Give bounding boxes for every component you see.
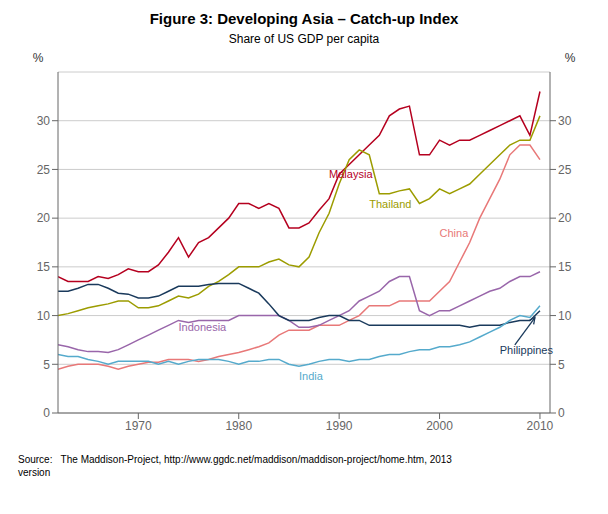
svg-text:20: 20 — [37, 211, 51, 225]
svg-text:2000: 2000 — [426, 419, 453, 433]
svg-text:25: 25 — [37, 163, 51, 177]
html-text:version: version — [18, 467, 51, 478]
svg-text:Philippines: Philippines — [500, 344, 554, 356]
svg-text:30: 30 — [37, 114, 51, 128]
svg-text:25: 25 — [558, 163, 572, 177]
html-text:Source: The Maddison-Project,: Source: The Maddison-Project, http://www… — [18, 454, 452, 465]
svg-text:%: % — [33, 51, 44, 65]
html-text:Figure 3: Developing Asia – Ca: Figure 3: Developing Asia – Catch-up Ind… — [149, 10, 459, 27]
svg-text:15: 15 — [558, 260, 572, 274]
svg-text:20: 20 — [558, 211, 572, 225]
svg-text:1990: 1990 — [326, 419, 353, 433]
svg-text:1980: 1980 — [225, 419, 252, 433]
svg-text:30: 30 — [558, 114, 572, 128]
svg-text:%: % — [565, 51, 576, 65]
svg-text:5: 5 — [43, 358, 50, 372]
svg-text:5: 5 — [558, 358, 565, 372]
svg-text:China: China — [440, 227, 470, 239]
svg-text:10: 10 — [37, 309, 51, 323]
svg-text:2010: 2010 — [527, 419, 554, 433]
html-text:Share of US GDP per capita: Share of US GDP per capita — [228, 32, 380, 46]
svg-text:0: 0 — [558, 406, 565, 420]
svg-text:0: 0 — [43, 406, 50, 420]
svg-text:India: India — [299, 370, 324, 382]
svg-text:Indonesia: Indonesia — [178, 321, 227, 333]
svg-text:1970: 1970 — [125, 419, 152, 433]
svg-text:Thailand: Thailand — [369, 198, 411, 210]
svg-text:10: 10 — [558, 309, 572, 323]
svg-text:Malaysia: Malaysia — [329, 168, 373, 180]
svg-text:15: 15 — [37, 260, 51, 274]
